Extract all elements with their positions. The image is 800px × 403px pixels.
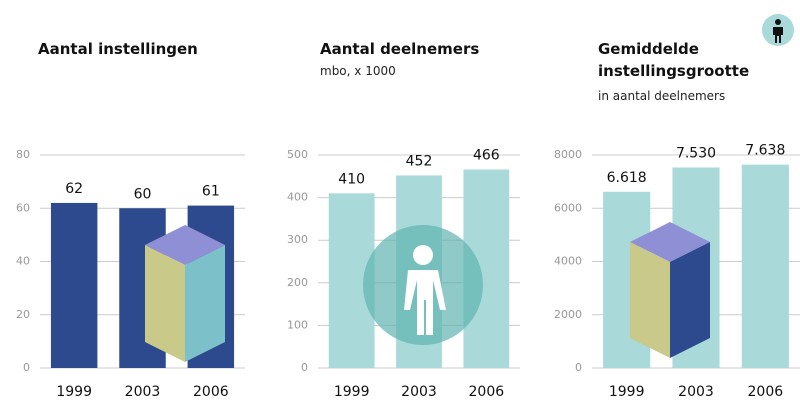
person-icon xyxy=(363,225,483,345)
value-label: 410 xyxy=(338,171,365,187)
y-tick-label: 300 xyxy=(287,233,308,246)
y-tick-label: 40 xyxy=(16,255,30,268)
building-icon xyxy=(630,222,710,358)
x-tick-label: 2003 xyxy=(401,384,437,400)
y-tick-label: 200 xyxy=(287,276,308,289)
x-tick-label: 1999 xyxy=(334,384,370,400)
building-icon xyxy=(145,225,225,362)
value-label: 452 xyxy=(406,153,433,169)
value-label: 60 xyxy=(134,186,152,202)
x-tick-label: 2006 xyxy=(193,384,229,400)
y-tick-label: 0 xyxy=(23,361,30,374)
value-label: 61 xyxy=(202,184,220,200)
value-label: 7.638 xyxy=(745,143,785,159)
x-tick-label: 2006 xyxy=(469,384,505,400)
y-tick-label: 80 xyxy=(16,148,30,161)
icon xyxy=(775,19,781,25)
icon xyxy=(773,27,783,43)
bar xyxy=(741,164,789,368)
chart-title: Gemiddelde instellingsgrootte xyxy=(598,40,750,80)
chart-subtitle: in aantal deelnemers xyxy=(598,89,726,103)
value-label: 62 xyxy=(65,181,83,197)
value-label: 6.618 xyxy=(607,170,647,186)
chart-subtitle: mbo, x 1000 xyxy=(320,64,396,78)
y-tick-label: 0 xyxy=(301,361,308,374)
y-tick-label: 4000 xyxy=(554,255,582,268)
y-tick-label: 60 xyxy=(16,201,30,214)
y-tick-label: 0 xyxy=(575,361,582,374)
y-tick-label: 20 xyxy=(16,308,30,321)
x-tick-label: 2003 xyxy=(125,384,161,400)
y-tick-label: 500 xyxy=(287,148,308,161)
decoration xyxy=(145,14,794,362)
x-tick-label: 2006 xyxy=(748,384,784,400)
value-label: 466 xyxy=(473,147,500,163)
chart-title: Aantal instellingen xyxy=(38,40,198,58)
y-tick-label: 400 xyxy=(287,191,308,204)
x-tick-label: 2003 xyxy=(678,384,714,400)
y-tick-label: 100 xyxy=(287,318,308,331)
y-tick-label: 8000 xyxy=(554,148,582,161)
y-tick-label: 2000 xyxy=(554,308,582,321)
chart-title: Aantal deelnemers xyxy=(320,40,480,58)
x-tick-label: 1999 xyxy=(56,384,92,400)
value-label: 7.530 xyxy=(676,146,716,162)
y-tick-label: 6000 xyxy=(554,201,582,214)
bar xyxy=(50,202,98,368)
x-tick-label: 1999 xyxy=(609,384,645,400)
